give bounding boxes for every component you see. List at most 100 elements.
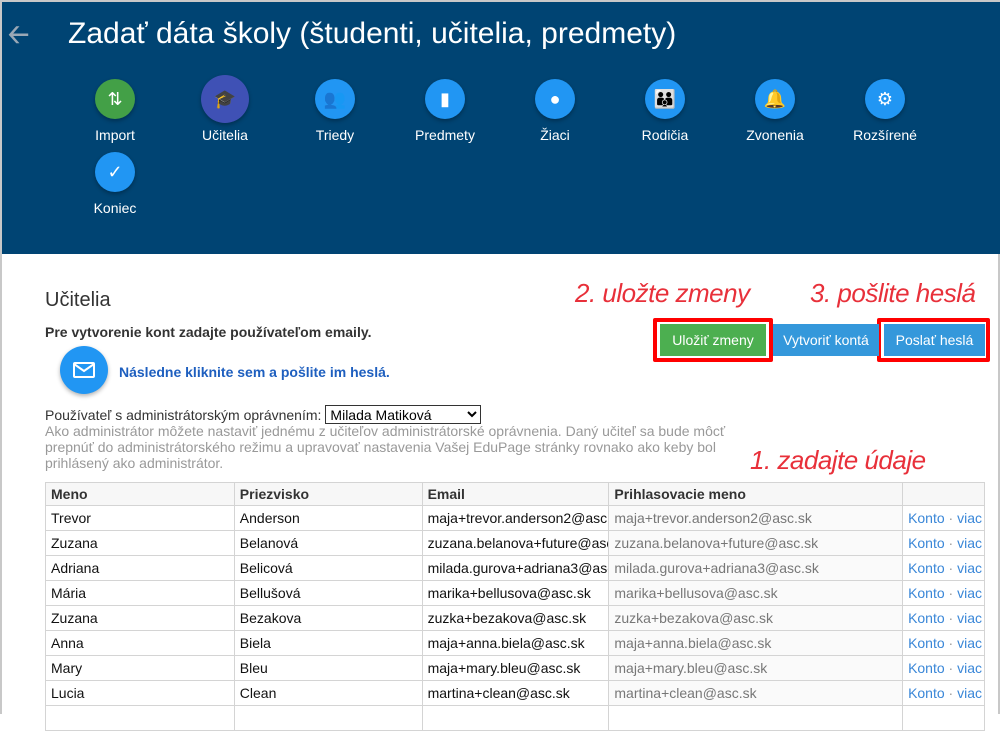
table-row: ZuzanaBelanovázuzana.belanova+future@asc… xyxy=(45,530,985,556)
more-link[interactable]: viac xyxy=(957,510,983,526)
email-input[interactable]: zuzka+bezakova@asc.sk xyxy=(421,605,610,631)
table-row: Mary Bleu maja+mary.bleu@asc.sk maja+mary.b… xyxy=(45,655,985,681)
info-text: Pre vytvorenie kont zadajte používateľom… xyxy=(45,324,372,340)
highlight-save xyxy=(653,318,773,362)
more-link[interactable]: viac xyxy=(957,635,983,651)
separator: · xyxy=(948,585,954,601)
nav-label: Import xyxy=(95,127,135,143)
send-passwords-link[interactable]: Následne kliknite sem a pošlite im heslá… xyxy=(119,364,390,380)
row-actions: Konto · viac xyxy=(902,605,985,631)
row-actions: Konto · viac xyxy=(902,680,985,706)
first-name-input[interactable]: Anna xyxy=(45,630,235,656)
login-cell: maja+mary.bleu@asc.sk xyxy=(608,655,904,681)
more-link[interactable]: viac xyxy=(957,660,983,676)
create-accounts-button[interactable]: Vytvoriť kontá xyxy=(773,324,879,356)
table-row: Lucia Clean martina+clean@asc.sk martina+cl… xyxy=(45,680,985,706)
last-name-input[interactable]: Bezakova xyxy=(233,605,423,631)
admin-help-text: Ako administrátor môžete nastaviť jedném… xyxy=(45,423,726,471)
email-input[interactable]: martina+clean@asc.sk xyxy=(421,680,610,706)
table-row: Adriana Belicová milada.gurova+adriana3@as… xyxy=(45,555,985,581)
nav-label: Rozšírené xyxy=(853,127,917,143)
section-title: Učitelia xyxy=(45,289,111,311)
row-actions: Konto · viac xyxy=(902,505,985,531)
save-button[interactable]: Uložiť zmeny xyxy=(660,324,766,356)
login-cell: maja+anna.biela@asc.sk xyxy=(608,630,904,656)
email-input[interactable]: maja+anna.biela@asc.sk xyxy=(421,630,610,656)
login-cell: zuzka+bezakova@asc.sk xyxy=(608,605,904,631)
separator: · xyxy=(948,685,954,701)
first-name-input[interactable]: Mary xyxy=(45,655,235,681)
admin-row: Používateľ s administrátorským oprávnení… xyxy=(45,405,482,424)
email-input[interactable]: zuzana.belanova+future@asc.sk xyxy=(421,530,610,556)
last-name-input[interactable]: Bleu xyxy=(233,655,423,681)
first-name-input[interactable]: Trevor xyxy=(45,505,235,531)
admin-select[interactable]: Milada Matiková xyxy=(325,405,482,424)
send-passwords-button[interactable]: Poslať heslá xyxy=(884,324,985,356)
empty-cell xyxy=(421,705,610,731)
konto-link[interactable]: Konto xyxy=(908,560,945,576)
last-name-input[interactable]: Anderson xyxy=(233,505,423,531)
email-input[interactable]: milada.gurova+adriana3@asc.sk xyxy=(421,555,610,581)
header: 🡠 Zadať dáta školy (študenti, učitelia, … xyxy=(2,2,1000,254)
first-name-input[interactable]: Zuzana xyxy=(45,605,235,631)
envelope-icon[interactable] xyxy=(60,346,108,394)
parents-icon: 👪 xyxy=(645,79,685,119)
row-actions: Konto · viac xyxy=(902,580,985,606)
nav-label: Predmety xyxy=(415,127,475,143)
email-input[interactable]: maja+trevor.anderson2@asc.sk xyxy=(421,505,610,531)
konto-link[interactable]: Konto xyxy=(908,535,945,551)
last-name-input[interactable]: Belanová xyxy=(233,530,423,556)
last-name-input[interactable]: Belicová xyxy=(233,555,423,581)
login-cell: martina+clean@asc.sk xyxy=(608,680,904,706)
login-cell: milada.gurova+adriana3@asc.sk xyxy=(608,555,904,581)
nav-item-zvonenia[interactable]: 🔔 Zvonenia xyxy=(725,79,825,143)
login-cell: zuzana.belanova+future@asc.sk xyxy=(608,530,904,556)
table-row: Mária Bellušová marika+bellusova@asc.sk mar… xyxy=(45,580,985,606)
nav-item-import[interactable]: ⇅ Import xyxy=(65,79,165,143)
empty-cell xyxy=(902,705,985,731)
first-name-input[interactable]: Lucia xyxy=(45,680,235,706)
more-link[interactable]: viac xyxy=(957,685,983,701)
column-header: Email xyxy=(421,482,610,506)
last-name-input[interactable]: Clean xyxy=(233,680,423,706)
book-icon: ▮ xyxy=(425,79,465,119)
konto-link[interactable]: Konto xyxy=(908,635,945,651)
email-input[interactable]: marika+bellusova@asc.sk xyxy=(421,580,610,606)
first-name-input[interactable]: Adriana xyxy=(45,555,235,581)
konto-link[interactable]: Konto xyxy=(908,610,945,626)
first-name-input[interactable]: Zuzana xyxy=(45,530,235,556)
table-row: Zuzana Bezakova zuzka+bezakova@asc.sk zuzka… xyxy=(45,605,985,631)
konto-link[interactable]: Konto xyxy=(908,510,945,526)
annotation-step1: 1. zadajte údaje xyxy=(750,445,926,475)
table-row: Anna Biela maja+anna.biela@asc.sk maja+anna… xyxy=(45,630,985,656)
nav-item-žiaci[interactable]: ● Žiaci xyxy=(505,79,605,143)
nav-item-predmety[interactable]: ▮ Predmety xyxy=(395,79,495,143)
nav-label: Triedy xyxy=(315,127,355,143)
first-name-input[interactable]: Mária xyxy=(45,580,235,606)
more-link[interactable]: viac xyxy=(957,535,983,551)
annotation-step2: 2. uložte zmeny xyxy=(575,278,750,308)
separator: · xyxy=(948,610,954,626)
more-link[interactable]: viac xyxy=(957,585,983,601)
page-title: Zadať dáta školy (študenti, učitelia, pr… xyxy=(68,17,677,50)
admin-label: Používateľ s administrátorským oprávnení… xyxy=(45,406,322,423)
nav-item-rodičia[interactable]: 👪 Rodičia xyxy=(615,79,715,143)
nav-item-učitelia[interactable]: 🎓 Učitelia xyxy=(175,75,275,143)
more-link[interactable]: viac xyxy=(957,610,983,626)
people-icon: 👥 xyxy=(315,79,355,119)
last-name-input[interactable]: Biela xyxy=(233,630,423,656)
more-link[interactable]: viac xyxy=(957,560,983,576)
nav-item-triedy[interactable]: 👥 Triedy xyxy=(285,79,385,143)
last-name-input[interactable]: Bellušová xyxy=(233,580,423,606)
konto-link[interactable]: Konto xyxy=(908,585,945,601)
nav-item-rozšírené[interactable]: ⚙ Rozšírené xyxy=(835,79,935,143)
empty-cell xyxy=(608,705,904,731)
email-input[interactable]: maja+mary.bleu@asc.sk xyxy=(421,655,610,681)
teachers-table: Meno Priezvisko Email Prihlasovacie meno Tr… xyxy=(45,482,985,731)
nav-label: Koniec xyxy=(93,200,137,216)
konto-link[interactable]: Konto xyxy=(908,660,945,676)
arrow-left-icon[interactable]: 🡠 xyxy=(8,19,30,49)
nav-item-koniec[interactable]: ✓ Koniec xyxy=(65,152,165,216)
separator: · xyxy=(948,510,954,526)
konto-link[interactable]: Konto xyxy=(908,685,945,701)
